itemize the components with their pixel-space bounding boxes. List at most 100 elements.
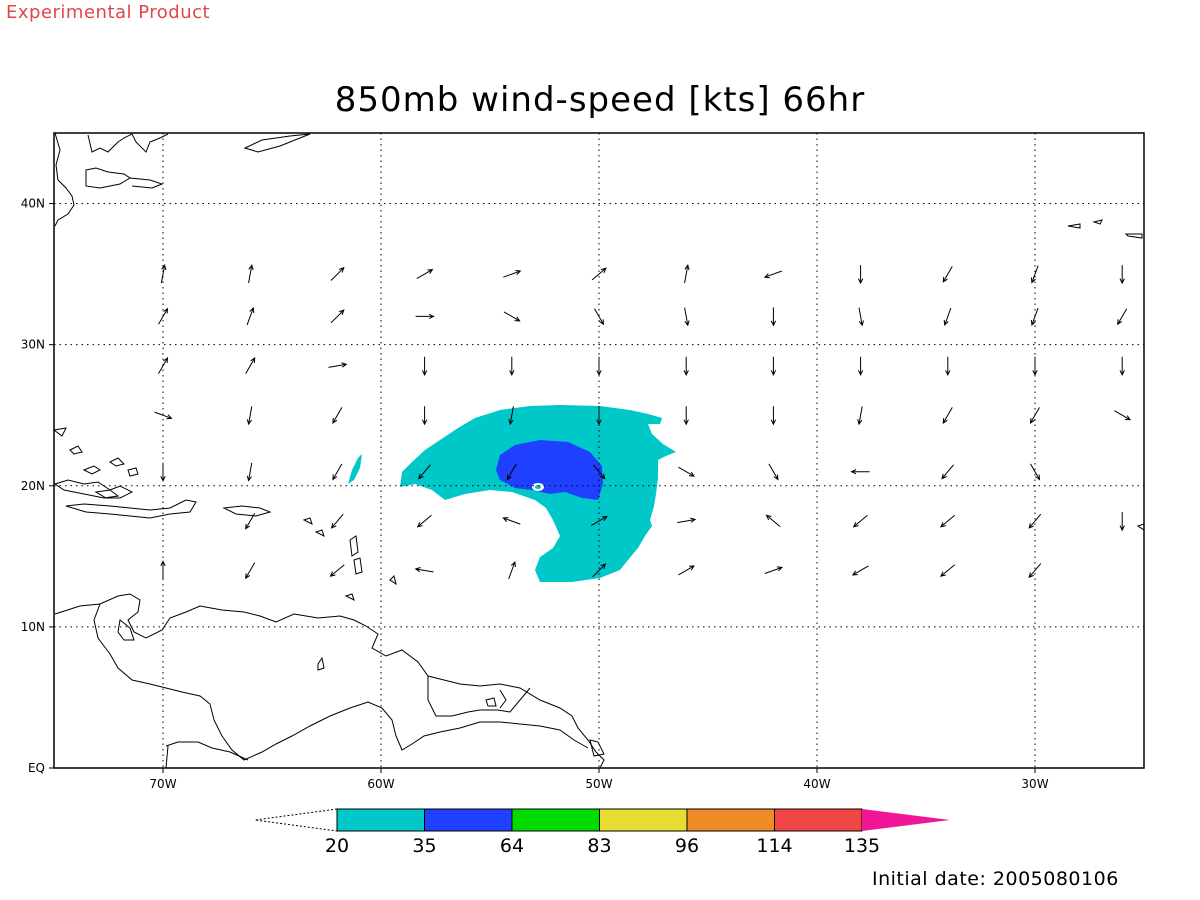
wind-arrow	[248, 264, 254, 284]
wind-arrow	[684, 307, 690, 327]
wind-vectors	[154, 264, 1131, 580]
wind-arrow	[594, 308, 605, 326]
wind-arrow	[765, 514, 781, 528]
wind-arrow	[160, 560, 166, 580]
colorbar-label: 96	[675, 835, 699, 857]
map-title: 850mb wind-speed [kts] 66hr	[334, 80, 866, 120]
lat-tick-label: 40N	[21, 197, 45, 211]
wind-arrow	[329, 564, 345, 577]
wind-arrow	[1032, 356, 1038, 376]
colorbar-label: 135	[844, 835, 880, 857]
colorbar-label: 64	[500, 835, 524, 857]
wind-arrow	[770, 406, 777, 426]
wind-arrow	[770, 307, 777, 327]
wind-arrow	[683, 356, 689, 376]
wind-shading-35-64	[496, 440, 603, 500]
wind-arrow	[154, 411, 173, 420]
wind-arrow	[503, 270, 522, 278]
wind-arrow	[596, 356, 602, 376]
wind-arrow	[1119, 512, 1125, 532]
wind-arrow	[508, 406, 514, 426]
wind-arrow	[683, 406, 689, 426]
wind-arrow	[591, 267, 607, 281]
wind-arrow	[1028, 563, 1042, 579]
wind-arrow	[943, 307, 952, 326]
lon-tick-label: 60W	[367, 777, 394, 791]
wind-arrow	[332, 407, 343, 425]
wind-arrow	[245, 513, 256, 530]
wind-arrow	[941, 464, 954, 480]
lon-tick-label: 50W	[585, 777, 612, 791]
wind-arrow	[945, 356, 951, 376]
wind-arrow	[1117, 308, 1128, 326]
wind-arrow	[940, 514, 956, 528]
wind-arrow	[592, 563, 607, 578]
wind-arrow	[158, 307, 169, 325]
colorbar-segment	[774, 808, 863, 832]
colorbar-segment	[424, 808, 513, 832]
wind-arrow	[246, 306, 255, 326]
wind-arrow	[160, 462, 166, 482]
colorbar-high-end	[862, 809, 950, 831]
wind-arrow	[416, 269, 434, 280]
wind-arrow	[678, 565, 695, 576]
lat-tick-label: 10N	[21, 620, 45, 634]
wind-arrow	[1029, 407, 1040, 425]
colorbar-label: 35	[412, 835, 436, 857]
lat-tick-label: 20N	[21, 479, 45, 493]
wind-arrow	[1030, 265, 1039, 284]
colorbar-label: 83	[587, 835, 611, 857]
wind-arrow	[330, 513, 344, 529]
colorbar-label: 20	[325, 835, 349, 857]
colorbar-label: 114	[756, 835, 792, 857]
lat-lon-grid	[54, 133, 1144, 768]
colorbar: 20 35 64 83 96 114 135	[254, 808, 950, 857]
wind-arrow	[596, 406, 602, 426]
wind-arrow	[503, 311, 521, 322]
wind-arrow	[942, 266, 953, 283]
wind-arrow	[328, 362, 348, 368]
wind-arrow	[246, 406, 253, 426]
lon-tick-label: 30W	[1021, 777, 1048, 791]
wind-arrow	[857, 356, 864, 376]
wind-arrow	[678, 466, 695, 477]
wind-arrow	[1114, 410, 1131, 421]
wind-arrow	[502, 517, 521, 525]
lat-tick-label: 30N	[21, 338, 45, 352]
wind-arrow	[1119, 356, 1125, 376]
experimental-product-label: Experimental Product	[6, 2, 211, 23]
wind-arrow	[590, 516, 608, 527]
wind-arrow	[857, 265, 864, 285]
wind-arrow	[245, 356, 256, 374]
wind-arrow	[1028, 513, 1042, 529]
wind-arrow	[160, 264, 167, 284]
wind-arrow	[684, 264, 690, 284]
wind-shading-20-35	[348, 405, 676, 582]
wind-arrow	[332, 463, 343, 481]
colorbar-segment	[336, 808, 425, 832]
colorbar-segment	[511, 808, 600, 832]
wind-arrow	[415, 313, 435, 320]
wind-arrow	[677, 517, 697, 524]
colorbar-low-end	[254, 808, 338, 832]
wind-arrow	[940, 564, 956, 577]
wind-arrow	[330, 266, 345, 281]
lon-tick-label: 70W	[149, 777, 176, 791]
wind-arrow	[330, 309, 345, 324]
wind-arrow	[421, 356, 428, 376]
wind-arrow	[851, 565, 869, 576]
colorbar-segment	[686, 808, 775, 832]
wind-arrow	[852, 514, 868, 528]
wind-arrow	[592, 464, 606, 480]
wind-arrow	[858, 307, 864, 327]
lon-tick-label: 40W	[803, 777, 830, 791]
wind-arrow	[245, 562, 256, 580]
wind-arrow	[506, 463, 517, 481]
wind-arrow	[763, 270, 783, 279]
wind-arrow	[414, 567, 434, 573]
wind-arrow	[942, 407, 953, 425]
map-axes: 40N 30N 20N 10N EQ 70W 60W 50W 40W 30W	[21, 197, 1049, 791]
wind-arrow	[1030, 463, 1041, 481]
wind-arrow	[764, 566, 783, 574]
